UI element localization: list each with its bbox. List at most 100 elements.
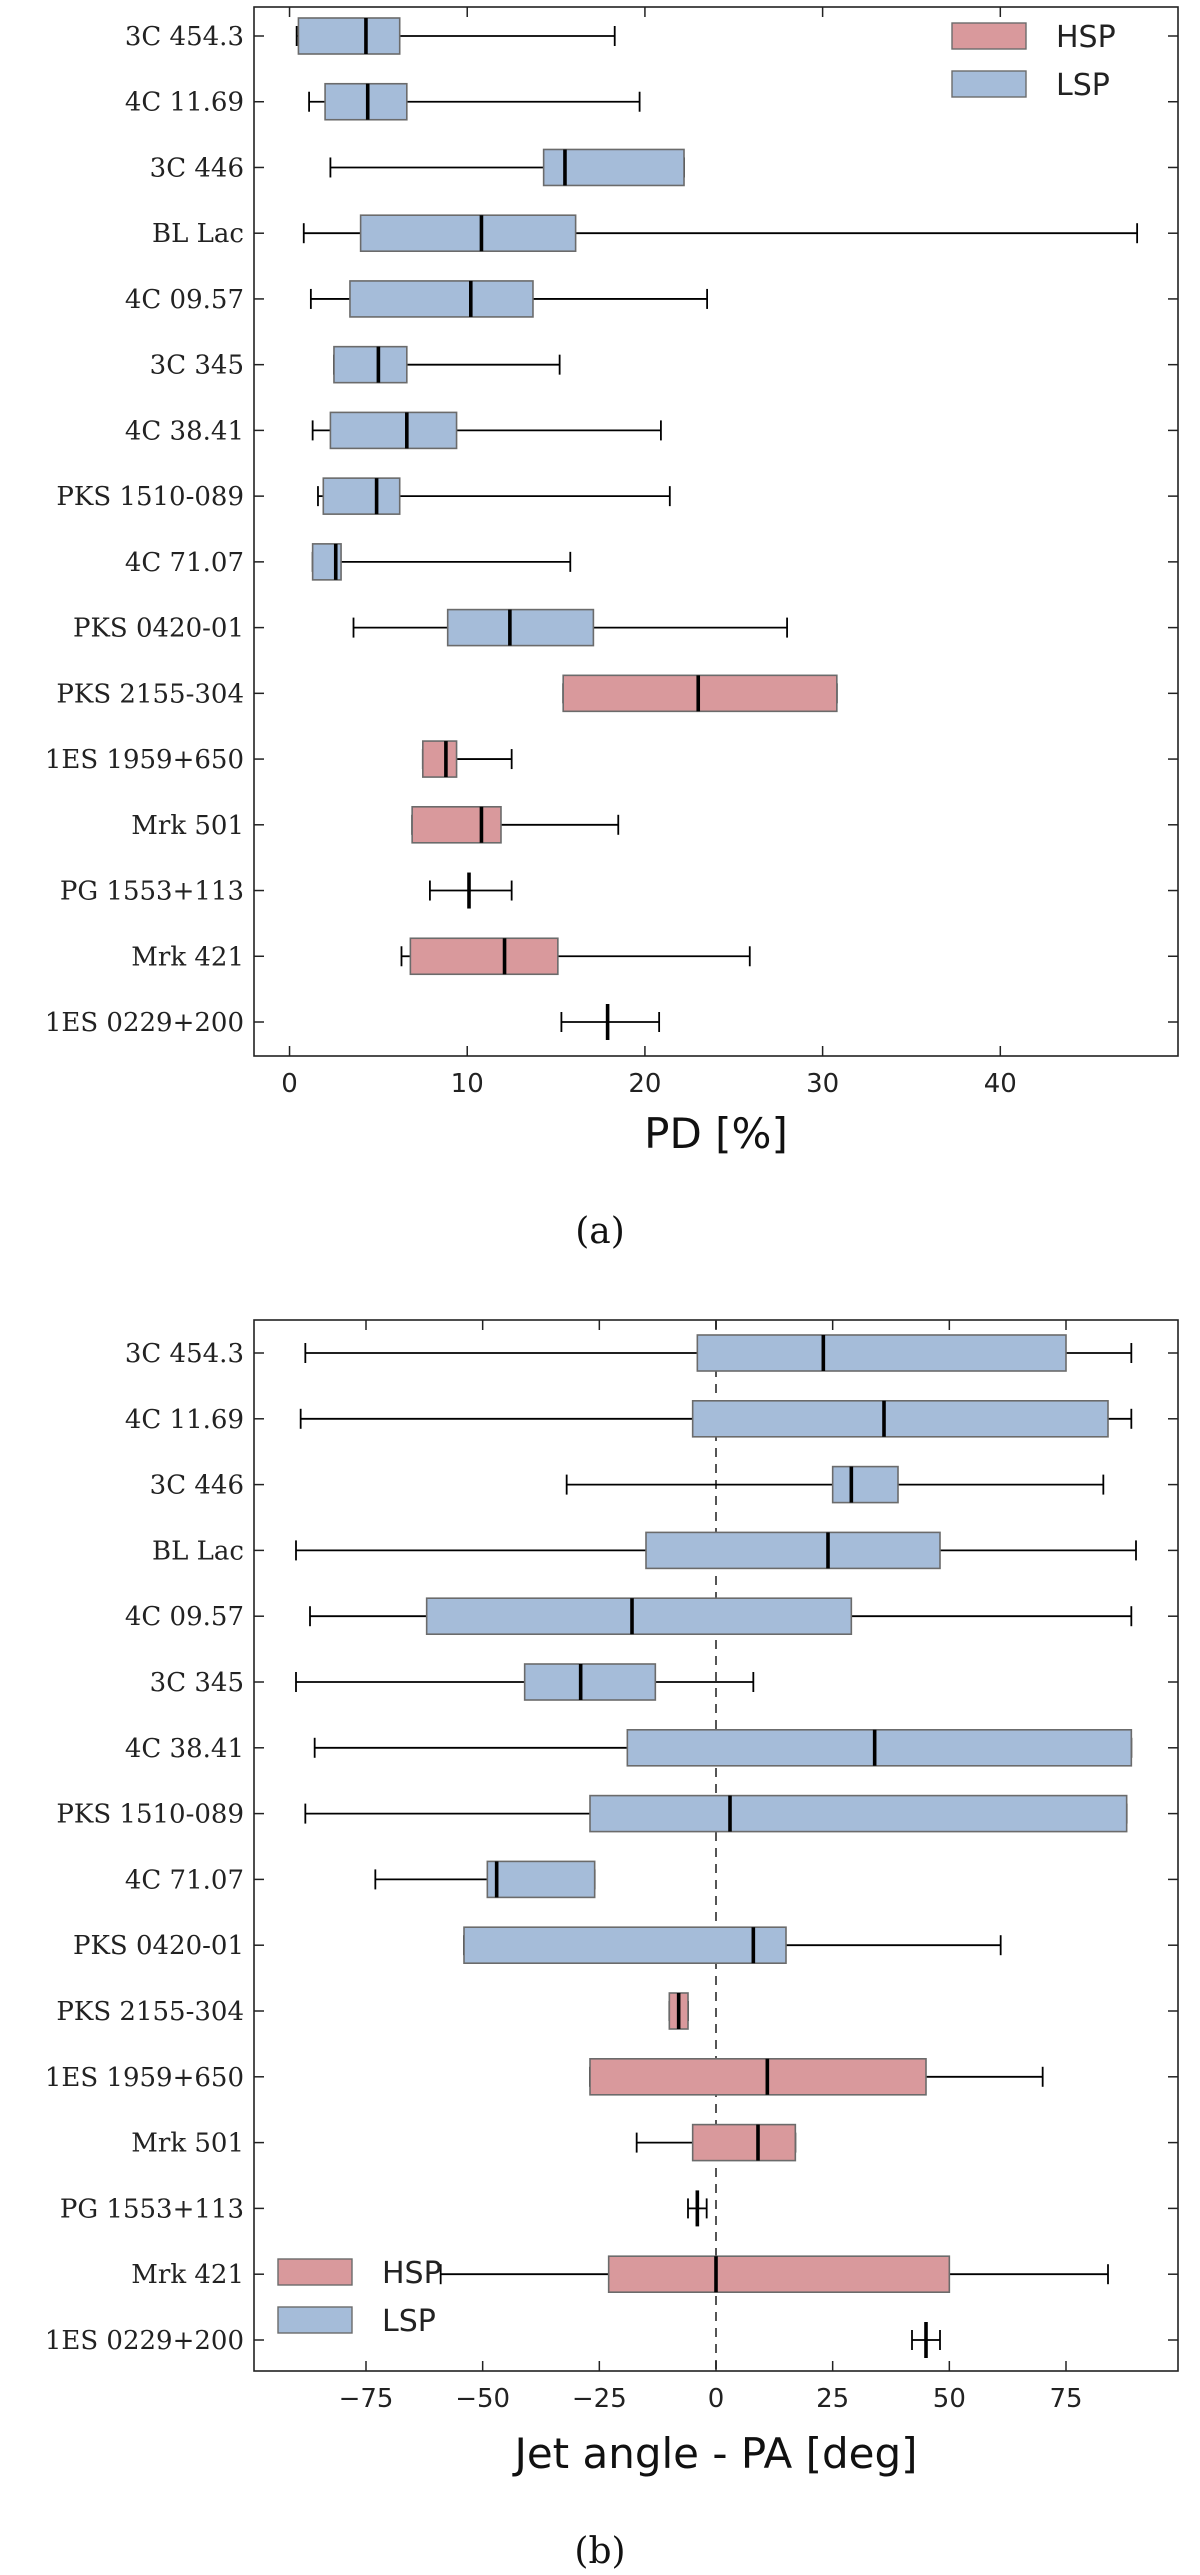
source-row: PKS 0420-01 <box>73 1926 1178 1964</box>
iqr-box <box>691 2123 797 2162</box>
iqr-box <box>329 411 458 450</box>
iqr-box <box>523 1663 657 1701</box>
iqr-box <box>333 345 408 384</box>
iqr-box <box>486 1860 596 1899</box>
iqr-box <box>645 1531 941 1570</box>
iqr-box <box>411 805 502 844</box>
iqr-box <box>589 1794 1128 1833</box>
y-tick-label: 3C 345 <box>150 351 244 381</box>
source-row: BL Lac <box>152 214 1178 252</box>
source-row: 4C 09.57 <box>125 280 1178 318</box>
y-tick-label: 4C 09.57 <box>125 1602 244 1632</box>
y-tick-label: BL Lac <box>152 219 244 249</box>
iqr-box <box>359 214 577 252</box>
x-tick-label: 25 <box>816 2384 849 2414</box>
y-tick-label: 4C 11.69 <box>125 88 244 118</box>
source-row: Mrk 501 <box>131 805 1178 844</box>
x-tick-label: 0 <box>708 2384 725 2414</box>
x-axis-title: Jet angle - PA [deg] <box>511 2429 917 2478</box>
plot-frame <box>253 6 1179 1057</box>
source-row: 4C 38.41 <box>125 1729 1178 1767</box>
y-tick-label: 4C 38.41 <box>125 416 244 446</box>
y-tick-label: 4C 71.07 <box>125 548 244 578</box>
iqr-box <box>691 1400 1109 1438</box>
y-tick-label: PKS 2155-304 <box>56 679 244 709</box>
iqr-box <box>349 280 534 318</box>
y-tick-label: PKS 2155-304 <box>56 1997 244 2027</box>
y-tick-label: Mrk 501 <box>131 811 244 841</box>
legend-swatch-lsp <box>277 2306 353 2334</box>
x-tick-label: 75 <box>1049 2384 1082 2414</box>
iqr-box <box>422 740 458 778</box>
y-tick-label: 1ES 0229+200 <box>45 2326 244 2356</box>
y-tick-label: 1ES 1959+650 <box>45 2063 244 2093</box>
y-tick-label: Mrk 501 <box>131 2129 244 2159</box>
source-row: 3C 345 <box>150 345 1178 384</box>
y-tick-label: 1ES 0229+200 <box>45 1008 244 1038</box>
x-tick-label: −25 <box>572 2384 627 2414</box>
source-row: PKS 2155-304 <box>56 1992 1178 2030</box>
x-tick-label: 30 <box>806 1069 839 1099</box>
source-row: 1ES 0229+200 <box>45 1004 1178 1040</box>
y-tick-label: PKS 0420-01 <box>73 614 244 644</box>
source-row: 1ES 0229+200 <box>45 2322 1178 2358</box>
source-row: PKS 2155-304 <box>56 674 1178 713</box>
iqr-box <box>626 1729 1133 1767</box>
y-tick-label: 3C 345 <box>150 1668 244 1698</box>
source-row: PKS 0420-01 <box>73 608 1178 647</box>
iqr-box <box>446 608 595 647</box>
legend: HSP LSP <box>277 2256 442 2339</box>
source-row: Mrk 501 <box>131 2123 1178 2162</box>
source-row: PKS 1510-089 <box>56 1794 1178 1833</box>
source-row: PG 1553+113 <box>60 872 1178 909</box>
y-tick-label: PG 1553+113 <box>60 877 244 907</box>
x-tick-label: 50 <box>933 2384 966 2414</box>
y-tick-label: 3C 446 <box>150 153 244 183</box>
iqr-box <box>463 1926 787 1964</box>
iqr-box <box>831 1465 899 1504</box>
source-row: BL Lac <box>152 1531 1178 1570</box>
iqr-box <box>297 17 401 55</box>
y-tick-label: 4C 38.41 <box>125 1734 244 1764</box>
x-tick-label: −50 <box>455 2384 510 2414</box>
panel-b-angle-boxplot: −75 −50 −25 0 25 50 75 Jet angle - PA [deg] 3C 4… <box>45 1319 1179 2478</box>
source-row: 1ES 1959+650 <box>45 2058 1178 2096</box>
legend-swatch-hsp <box>951 22 1027 50</box>
source-row: 3C 446 <box>150 148 1178 187</box>
y-tick-label: PKS 0420-01 <box>73 1931 244 1961</box>
source-row: 4C 71.07 <box>125 543 1178 581</box>
plot-frame <box>253 1319 1179 2372</box>
y-tick-label: PG 1553+113 <box>60 2194 244 2224</box>
iqr-box <box>589 2058 927 2096</box>
y-tick-label: PKS 1510-089 <box>56 1800 244 1830</box>
x-tick-label: 20 <box>628 1069 661 1099</box>
legend: HSP LSP <box>951 20 1116 103</box>
source-row: PKS 1510-089 <box>56 477 1178 515</box>
source-row: Mrk 421 <box>131 2255 1178 2293</box>
iqr-box <box>696 1334 1067 1372</box>
y-tick-label: 3C 454.3 <box>125 22 244 52</box>
legend-swatch-lsp <box>951 70 1027 98</box>
source-row: 3C 345 <box>150 1663 1178 1701</box>
legend-label-hsp: HSP <box>1056 20 1116 55</box>
panel-b-caption: (b) <box>574 2531 625 2572</box>
y-tick-label: Mrk 421 <box>131 2260 244 2290</box>
x-tick-label: 0 <box>281 1069 298 1099</box>
x-axis-title: PD [%] <box>644 1109 788 1158</box>
source-row: 1ES 1959+650 <box>45 740 1178 778</box>
y-tick-label: 4C 71.07 <box>125 1865 244 1895</box>
x-tick-label: −75 <box>339 2384 394 2414</box>
source-row: 3C 454.3 <box>125 17 1178 55</box>
source-row: PG 1553+113 <box>60 2190 1178 2227</box>
x-tick-label: 10 <box>451 1069 484 1099</box>
y-tick-label: PKS 1510-089 <box>56 482 244 512</box>
iqr-box <box>322 477 401 515</box>
source-row: 4C 71.07 <box>125 1860 1178 1899</box>
source-row: 4C 11.69 <box>125 82 1178 121</box>
panel-a-pd-boxplot: 0 10 20 30 40 PD [%] 3C 454.3 4C 11.69 3C 446 BL … <box>45 6 1179 1158</box>
y-tick-label: 4C 09.57 <box>125 285 244 315</box>
legend-label-hsp: HSP <box>382 2256 442 2291</box>
source-row: 3C 454.3 <box>125 1334 1178 1372</box>
legend-label-lsp: LSP <box>382 2304 436 2339</box>
source-row: 4C 09.57 <box>125 1597 1178 1635</box>
